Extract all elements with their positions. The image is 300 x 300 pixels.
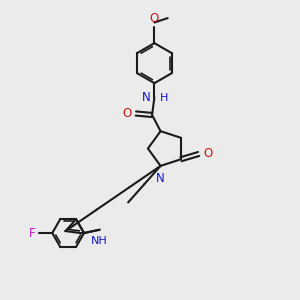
Text: N: N bbox=[142, 92, 151, 104]
Text: N: N bbox=[156, 172, 165, 185]
Text: F: F bbox=[28, 226, 35, 239]
Text: O: O bbox=[123, 107, 132, 120]
Text: O: O bbox=[150, 12, 159, 26]
Text: NH: NH bbox=[91, 236, 108, 246]
Text: H: H bbox=[160, 93, 168, 103]
Text: O: O bbox=[203, 148, 212, 160]
